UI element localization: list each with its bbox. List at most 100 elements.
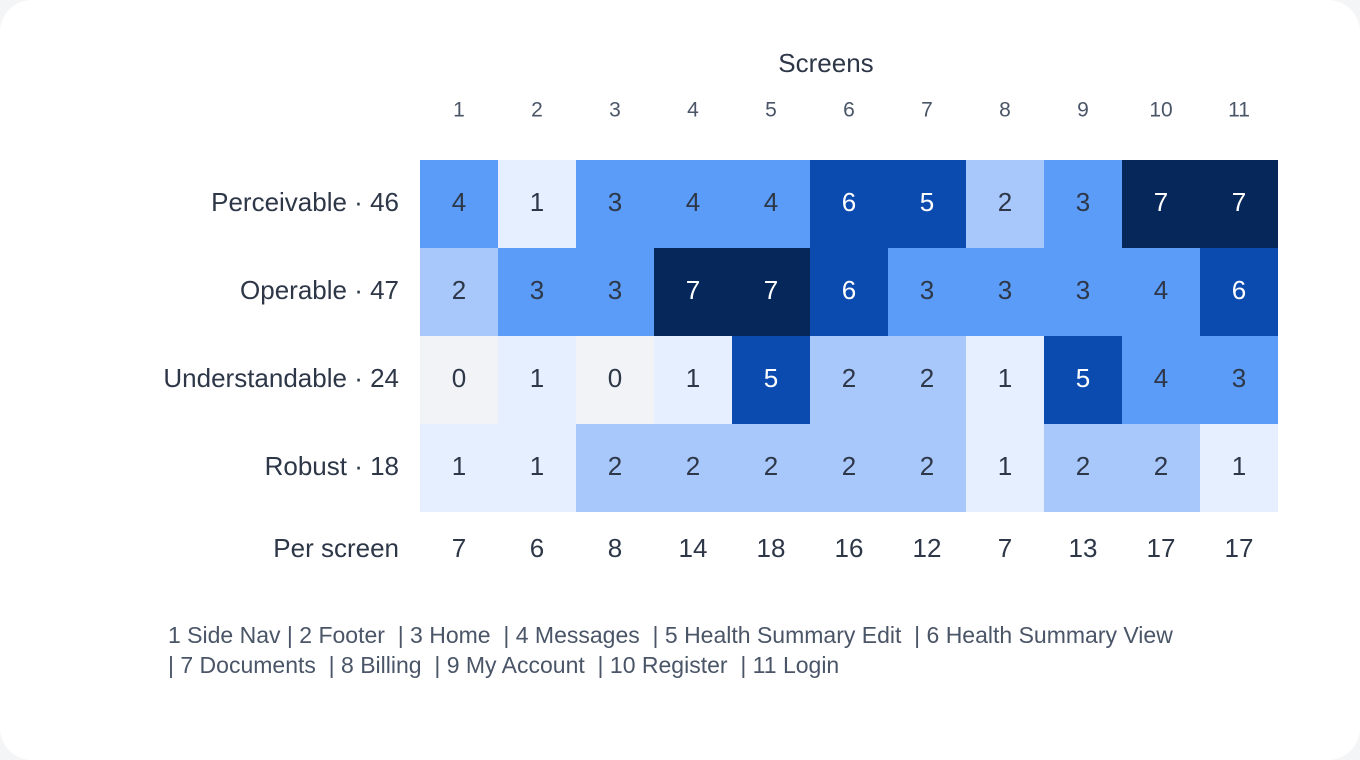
cell-label: 1 [530, 451, 544, 481]
heatmap-cell [420, 248, 498, 336]
heatmap-cell [498, 160, 576, 248]
cell-label: 2 [452, 275, 466, 305]
heatmap-cell [888, 424, 966, 512]
row-label: Robust · 18 [265, 451, 399, 481]
column-label: 9 [1077, 99, 1089, 122]
column-label: 3 [609, 99, 621, 122]
heatmap-cell [498, 424, 576, 512]
heatmap-cell [498, 248, 576, 336]
cell-label: 3 [998, 275, 1012, 305]
heatmap-cell [732, 336, 810, 424]
heatmap-cell [1200, 336, 1278, 424]
heatmap-cell [654, 248, 732, 336]
cell-label: 2 [1076, 451, 1090, 481]
cell-label: 4 [764, 187, 778, 217]
heatmap-cell [498, 336, 576, 424]
heatmap-cell [966, 336, 1044, 424]
cell-label: 2 [920, 451, 934, 481]
cell-label: 2 [1154, 451, 1168, 481]
total-value: 16 [835, 533, 864, 563]
totals-label: Per screen [273, 533, 399, 563]
cell-label: 0 [452, 363, 466, 393]
column-label: 6 [843, 99, 855, 122]
heatmap-cell [576, 336, 654, 424]
cell-label: 1 [530, 187, 544, 217]
cell-label: 4 [1154, 275, 1168, 305]
cell-label: 6 [842, 187, 856, 217]
cell-label: 5 [764, 363, 778, 393]
heatmap-cell [1122, 424, 1200, 512]
total-value: 17 [1147, 533, 1176, 563]
heatmap-cell [420, 160, 498, 248]
cell-label: 3 [608, 275, 622, 305]
cell-label: 6 [842, 275, 856, 305]
heatmap-cell [654, 424, 732, 512]
cell-label: 6 [1232, 275, 1246, 305]
cell-label: 4 [686, 187, 700, 217]
column-label: 4 [687, 99, 699, 122]
total-value: 6 [530, 533, 544, 563]
heatmap-cell [810, 160, 888, 248]
total-value: 13 [1069, 533, 1098, 563]
heatmap-cell [810, 424, 888, 512]
cell-label: 5 [1076, 363, 1090, 393]
cell-label: 1 [530, 363, 544, 393]
total-value: 14 [679, 533, 708, 563]
heatmap-cell [654, 336, 732, 424]
heatmap-cell [732, 424, 810, 512]
cell-label: 3 [1232, 363, 1246, 393]
cell-label: 1 [1232, 451, 1246, 481]
heatmap-cell [1200, 160, 1278, 248]
heatmap-cell [420, 336, 498, 424]
heatmap-cell [1044, 336, 1122, 424]
heatmap-cell [732, 160, 810, 248]
cell-label: 5 [920, 187, 934, 217]
row-label: Understandable · 24 [163, 363, 399, 393]
cell-label: 4 [1154, 363, 1168, 393]
row-label: Perceivable · 46 [211, 187, 399, 217]
cell-label: 0 [608, 363, 622, 393]
cell-label: 2 [998, 187, 1012, 217]
row-label: Operable · 47 [240, 275, 399, 305]
heatmap-cell [966, 424, 1044, 512]
heatmap-cell [1044, 160, 1122, 248]
heatmap-cell [1044, 424, 1122, 512]
legend-line: | 7 Documents | 8 Billing | 9 My Account… [168, 652, 840, 678]
total-value: 8 [608, 533, 622, 563]
column-label: 7 [921, 99, 933, 122]
heatmap-cell [654, 160, 732, 248]
heatmap-cell [1200, 424, 1278, 512]
cell-label: 2 [764, 451, 778, 481]
heatmap-cell [576, 424, 654, 512]
cell-label: 7 [1232, 187, 1246, 217]
cell-label: 1 [686, 363, 700, 393]
cell-label: 1 [452, 451, 466, 481]
cell-label: 3 [530, 275, 544, 305]
cell-label: 2 [608, 451, 622, 481]
column-label: 5 [765, 99, 777, 122]
column-label: 8 [999, 99, 1011, 122]
heatmap-cell [888, 336, 966, 424]
column-label: 2 [531, 99, 543, 122]
heatmap-cell [1044, 248, 1122, 336]
cell-label: 7 [764, 275, 778, 305]
cell-label: 4 [452, 187, 466, 217]
cell-label: 3 [1076, 275, 1090, 305]
heatmap-cell [576, 160, 654, 248]
cell-label: 2 [920, 363, 934, 393]
cell-label: 3 [1076, 187, 1090, 217]
total-value: 7 [998, 533, 1012, 563]
heatmap-cell [810, 336, 888, 424]
total-value: 17 [1225, 533, 1254, 563]
cell-label: 1 [998, 363, 1012, 393]
heatmap-cell [1122, 336, 1200, 424]
heatmap-cell [966, 160, 1044, 248]
column-label: 11 [1228, 99, 1250, 122]
heatmap-cell [1122, 248, 1200, 336]
cell-label: 3 [920, 275, 934, 305]
heatmap-cell [1122, 160, 1200, 248]
heatmap-cell [810, 248, 888, 336]
cell-label: 2 [842, 363, 856, 393]
